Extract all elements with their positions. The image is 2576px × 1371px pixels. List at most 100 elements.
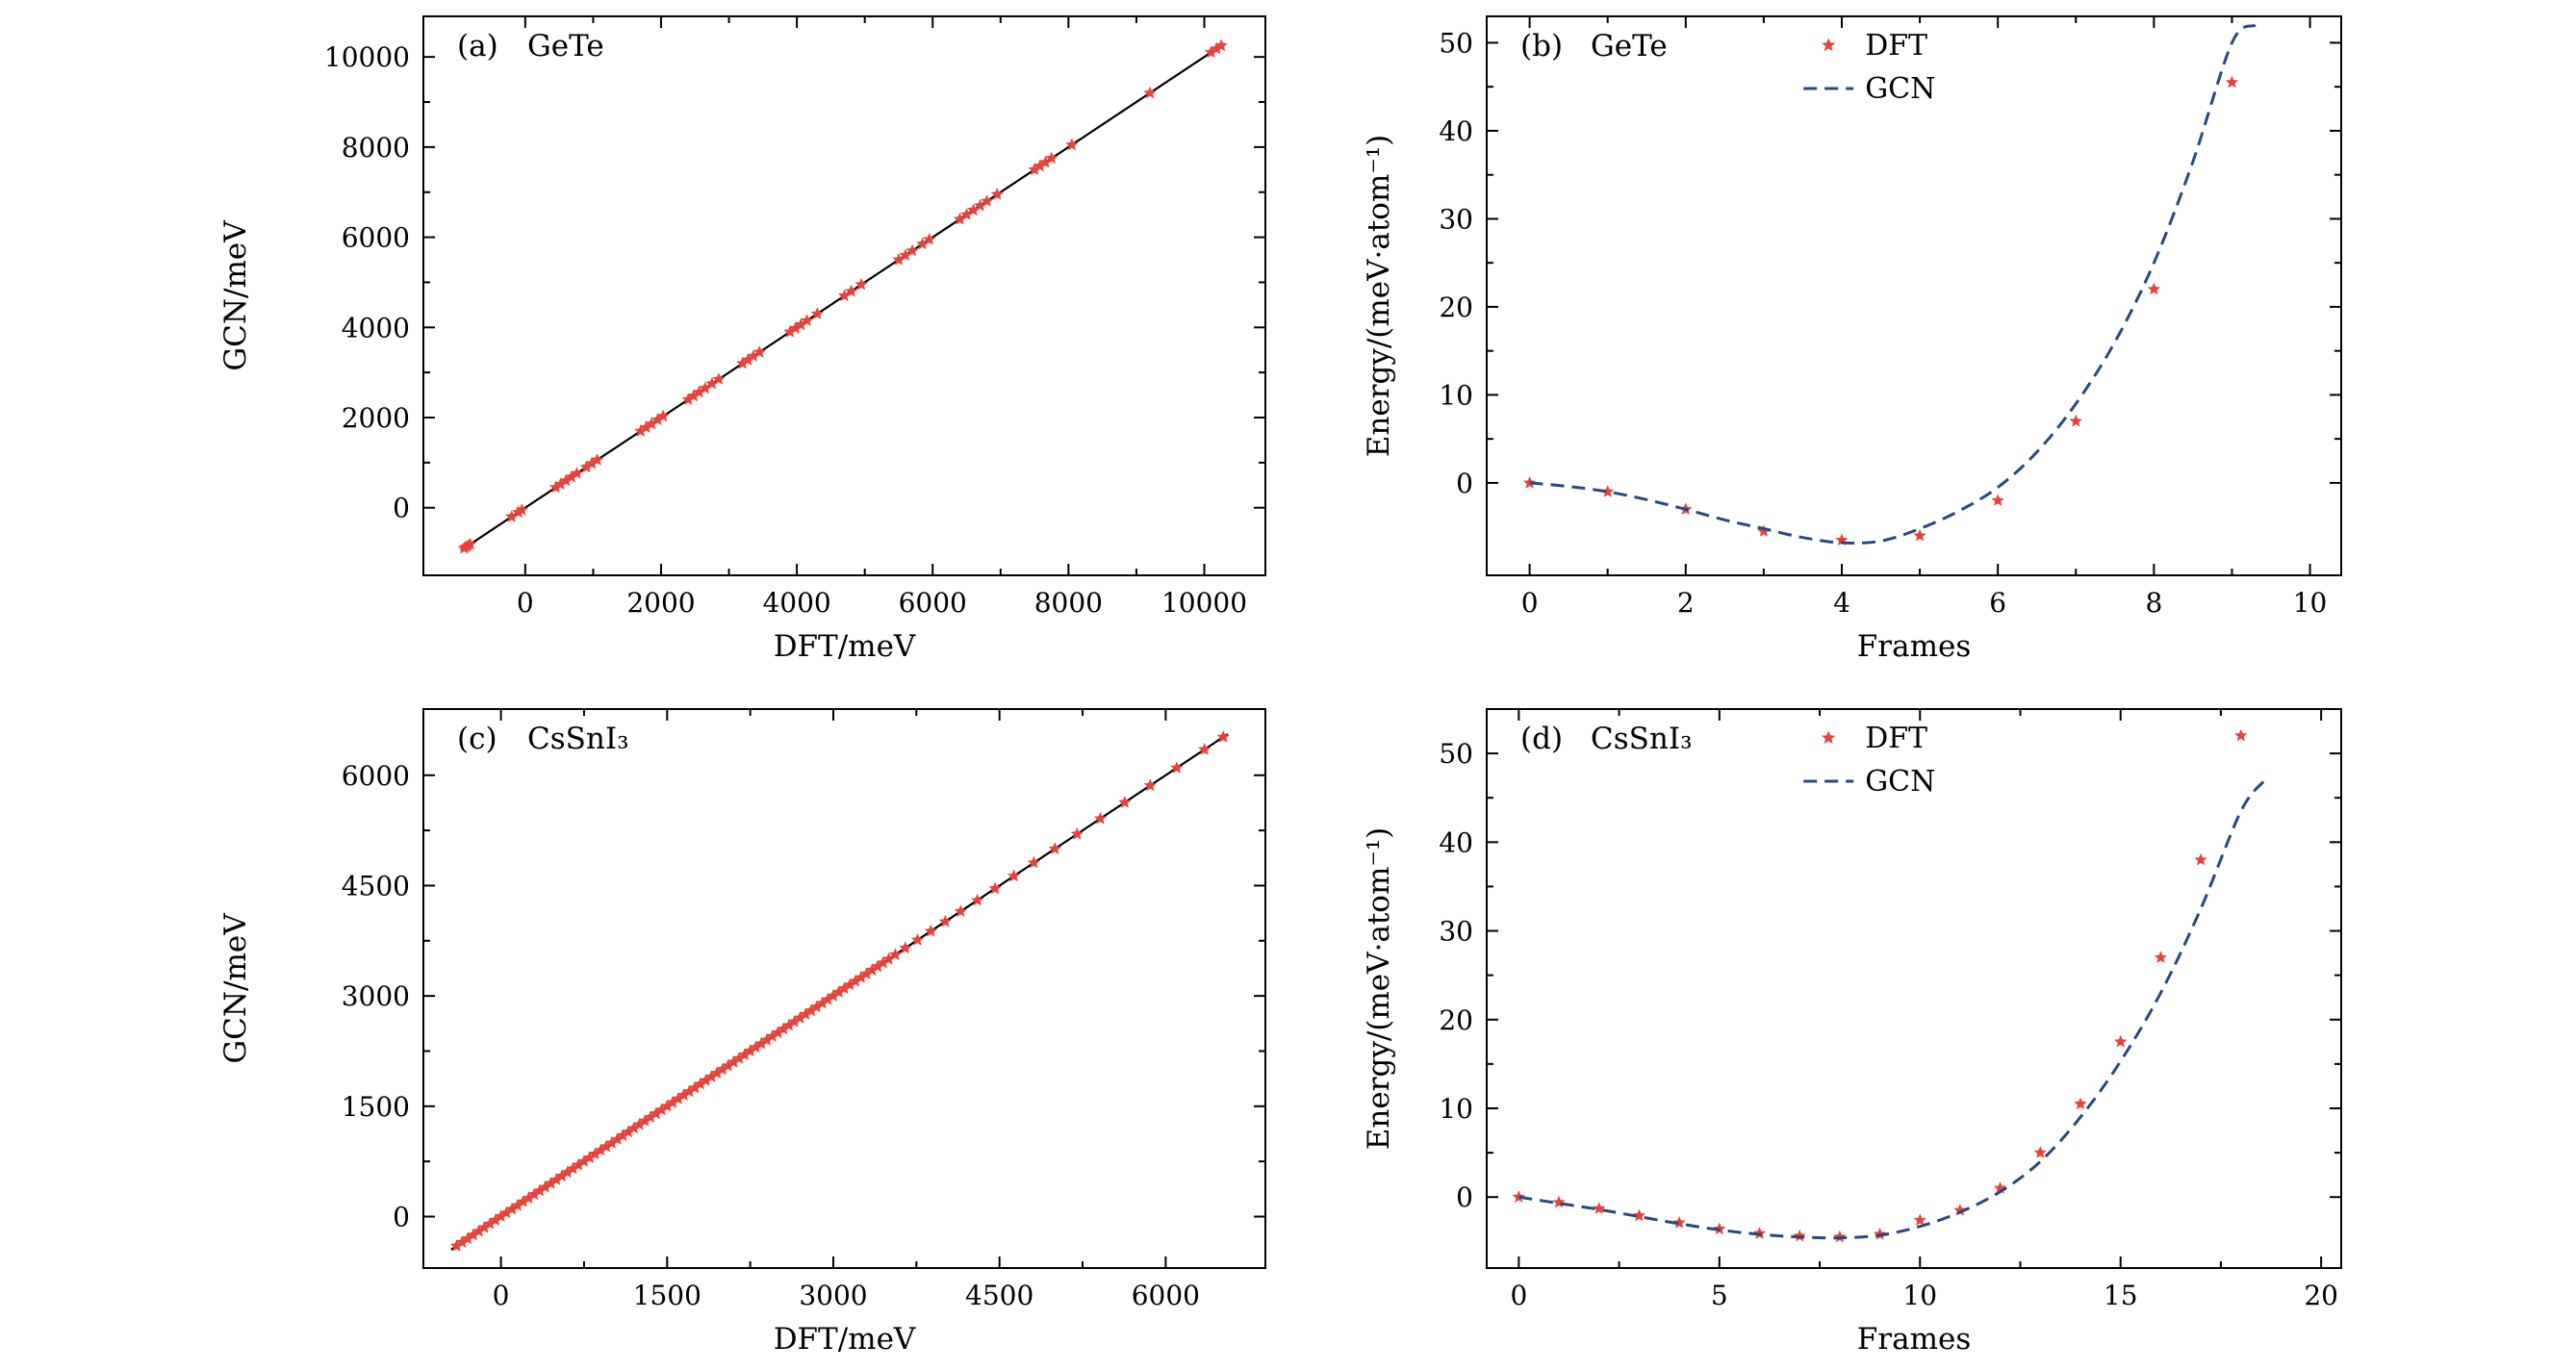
dft-scatter-points [449,730,1230,1252]
legend: DFT GCN [1803,29,1935,106]
star-marker [632,1117,647,1130]
x-axis-label: Frames [1857,1322,1971,1357]
panel-label: (c) [457,722,497,756]
star-marker [736,356,750,369]
gcn-dashed-line [1529,23,2257,545]
y-tick-label: 6000 [342,760,410,792]
star-marker [899,248,912,261]
gcn-dashed-line [1518,778,2266,1240]
star-marker [687,389,701,402]
star-marker [712,372,726,385]
x-axis-ticks [1528,16,2311,575]
star-marker [910,933,925,946]
chart-c-parity-plot: 0 1500 3000 4500 6000 0 1500 3000 4500 6000 DFT/me… [218,708,1266,1357]
star-marker [854,971,868,983]
x-tick-label: 10 [2293,587,2328,619]
star-marker [953,212,967,225]
star-marker [1093,811,1108,825]
y-tick-label: 0 [393,1201,410,1232]
star-marker [449,1239,464,1252]
star-marker [483,1217,497,1230]
star-marker [515,503,528,516]
x-tick-label: 10 [1902,1280,1937,1311]
star-marker [1033,159,1047,172]
star-marker [716,1062,729,1076]
star-marker [594,1143,607,1156]
star-marker [2225,75,2239,89]
legend-label: GCN [1865,72,1935,106]
star-marker [1994,1181,2007,1194]
star-marker [517,1195,530,1207]
star-marker [1752,1227,1767,1239]
star-marker [591,453,604,466]
star-marker [2074,1097,2087,1110]
y-tick-label: 50 [1439,27,1473,59]
star-marker [2194,852,2207,866]
star-marker [467,1228,480,1241]
y-axis-ticks [1487,752,2341,1199]
x-tick-label: 0 [1521,587,1539,619]
star-marker [572,1158,585,1171]
star-marker [990,188,1004,200]
x-tick-label: 4 [1833,587,1850,619]
plot-frame [1486,708,2342,1269]
x-tick-label: 20 [2304,1280,2338,1311]
legend: DFT GCN [1803,722,1935,799]
star-marker [1713,1222,1726,1235]
y-axis-label: Energy/(meV·atom⁻¹) [1362,135,1396,458]
star-marker [549,1173,563,1185]
y-tick-label: 4000 [342,312,410,343]
star-marker [1198,743,1211,755]
star-marker [548,480,563,494]
panel-label: (d) [1520,722,1563,756]
chart-title: CsSnI₃ [1591,722,1693,756]
star-marker [966,203,981,216]
y-tick-label: 10 [1439,1093,1473,1125]
plot-frame [1486,15,2342,576]
star-marker [837,289,852,302]
star-marker [610,1132,625,1145]
y-tick-label: 0 [393,493,410,524]
star-marker [1833,1230,1847,1243]
star-marker [511,1199,524,1211]
star-marker [699,1074,713,1086]
star-marker [644,1110,657,1123]
star-marker [599,1139,613,1153]
star-marker [777,1022,790,1035]
star-marker [1143,86,1157,99]
y-tick-label: 30 [1439,916,1473,948]
y-axis-label: GCN/meV [218,913,253,1064]
star-marker [654,1103,669,1116]
star-marker [741,353,754,366]
star-marker [732,1052,746,1064]
star-marker [1118,796,1132,808]
star-marker [2114,1034,2128,1048]
y-tick-label: 2000 [342,402,410,434]
star-marker [1170,761,1184,774]
star-marker [627,1121,641,1134]
x-tick-label: 6000 [899,587,967,619]
star-marker [539,1180,552,1193]
y-tick-label: 4500 [342,870,410,901]
star-marker [565,470,578,483]
panel-b: 0 2 4 6 8 10 0 10 20 30 40 50 Frames Energy/(meV·atom… [1287,0,2576,685]
star-marker [783,325,797,338]
star-marker [477,1221,491,1233]
star-marker [801,314,814,326]
y-axis-ticks [423,56,1265,509]
panel-label: (b) [1520,29,1563,63]
star-marker [692,385,706,398]
star-marker [1038,155,1052,168]
star-marker [971,893,984,906]
star-marker [559,473,573,487]
star-marker [744,1044,757,1057]
x-axis-label: DFT/meV [774,1322,916,1357]
star-marker [1070,827,1084,840]
star-marker [877,955,890,969]
y-tick-label: 40 [1439,115,1473,147]
star-marker [710,1066,724,1079]
x-tick-label: 3000 [799,1280,867,1311]
star-marker [650,1106,663,1120]
star-marker [656,409,670,422]
